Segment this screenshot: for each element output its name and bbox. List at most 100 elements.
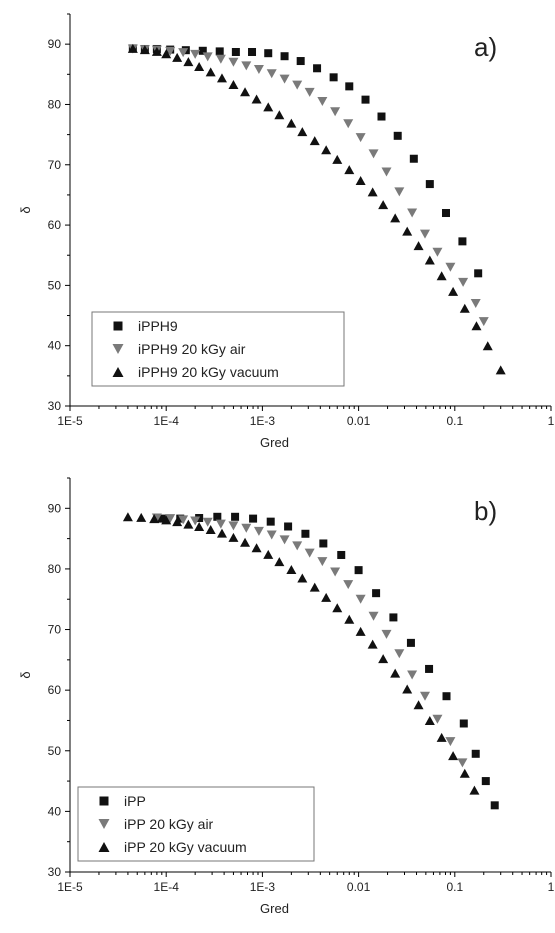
data-point bbox=[394, 187, 405, 197]
data-point bbox=[172, 52, 183, 62]
data-point bbox=[279, 74, 290, 84]
data-point bbox=[274, 557, 285, 567]
series-1 bbox=[151, 513, 468, 768]
data-point bbox=[344, 614, 355, 624]
data-point bbox=[458, 277, 469, 287]
y-tick-label: 80 bbox=[48, 562, 62, 576]
y-tick-label: 50 bbox=[48, 278, 62, 292]
legend-label: iPP 20 kGy air bbox=[124, 816, 214, 832]
data-point bbox=[329, 73, 338, 82]
data-point bbox=[215, 47, 224, 56]
data-point bbox=[280, 52, 289, 61]
data-point bbox=[190, 516, 201, 526]
legend: iPPH9 iPPH9 20 kGy air iPPH9 20 kGy vacuum bbox=[91, 311, 345, 387]
x-tick-label: 1E-5 bbox=[57, 880, 83, 894]
data-point bbox=[266, 69, 277, 79]
data-point bbox=[161, 515, 172, 525]
data-point bbox=[490, 801, 499, 810]
data-point bbox=[457, 758, 468, 768]
y-tick-label: 30 bbox=[48, 865, 62, 879]
data-point bbox=[202, 52, 213, 62]
data-point bbox=[354, 566, 363, 575]
data-point bbox=[441, 209, 450, 218]
data-point bbox=[264, 49, 273, 58]
x-tick-label: 0.01 bbox=[347, 880, 371, 894]
data-point bbox=[284, 522, 293, 531]
y-tick-label: 60 bbox=[48, 218, 62, 232]
data-point bbox=[216, 528, 227, 538]
data-point bbox=[478, 317, 489, 327]
legend-box bbox=[77, 786, 315, 862]
data-point bbox=[266, 517, 275, 526]
data-point bbox=[205, 67, 216, 77]
data-point bbox=[286, 118, 297, 128]
data-point bbox=[151, 46, 162, 56]
x-axis-title: Gred bbox=[260, 435, 289, 450]
data-point bbox=[292, 80, 303, 90]
data-point bbox=[205, 525, 216, 535]
data-point bbox=[394, 649, 405, 659]
x-axis-title: Gred bbox=[260, 901, 289, 916]
y-axis-title: δ bbox=[18, 671, 33, 678]
data-point bbox=[304, 87, 315, 97]
data-point bbox=[482, 341, 493, 351]
data-point bbox=[321, 145, 332, 155]
data-point bbox=[194, 521, 205, 531]
chart-panel-b: 1E-5 1E-4 1E-3 0.01 0.1 1 30 40 50 60 70 80 90 Gred δ b… bbox=[18, 477, 555, 916]
data-point bbox=[406, 638, 415, 647]
data-point bbox=[425, 180, 434, 189]
data-point bbox=[172, 517, 183, 527]
series-2 bbox=[127, 43, 506, 375]
data-point bbox=[389, 613, 398, 622]
data-point bbox=[381, 629, 392, 639]
y-tick-label: 40 bbox=[48, 339, 62, 353]
data-point bbox=[419, 691, 430, 701]
data-point bbox=[481, 777, 490, 786]
legend-marker bbox=[113, 321, 123, 331]
chart-panel-a: 1E-5 1E-4 1E-3 0.01 0.1 1 30 40 50 60 70 80 90 Gred δ a… bbox=[18, 13, 555, 450]
data-point bbox=[368, 149, 379, 159]
data-point bbox=[402, 684, 413, 694]
x-tick-label: 1E-3 bbox=[250, 414, 276, 428]
data-point bbox=[228, 57, 239, 67]
data-point bbox=[355, 175, 366, 185]
data-point bbox=[367, 187, 378, 197]
data-point bbox=[240, 87, 251, 97]
data-point bbox=[361, 95, 370, 104]
legend-marker bbox=[112, 367, 124, 377]
data-point bbox=[241, 61, 252, 71]
panel-label: a) bbox=[474, 32, 497, 62]
data-point bbox=[432, 714, 443, 724]
data-point bbox=[390, 213, 401, 223]
y-tick-label: 90 bbox=[48, 501, 62, 515]
data-point bbox=[253, 64, 264, 74]
data-point bbox=[381, 167, 392, 177]
data-point bbox=[178, 515, 189, 525]
data-point bbox=[297, 573, 308, 583]
data-point bbox=[337, 550, 346, 559]
legend: iPP iPP 20 kGy air iPP 20 kGy vacuum bbox=[77, 786, 315, 862]
legend-marker bbox=[98, 842, 110, 852]
data-point bbox=[407, 208, 418, 218]
series-2 bbox=[122, 512, 480, 795]
data-point bbox=[248, 47, 257, 56]
data-point bbox=[413, 241, 424, 251]
x-tick-label: 0.1 bbox=[446, 880, 463, 894]
data-point bbox=[367, 639, 378, 649]
data-point bbox=[296, 57, 305, 66]
data-point bbox=[377, 112, 386, 121]
data-point bbox=[194, 61, 205, 71]
data-point bbox=[190, 49, 201, 59]
data-point bbox=[309, 582, 320, 592]
data-point bbox=[279, 535, 290, 545]
data-point bbox=[344, 165, 355, 175]
data-point bbox=[445, 262, 456, 272]
data-point bbox=[297, 127, 308, 137]
data-point bbox=[445, 737, 456, 747]
data-point bbox=[231, 47, 240, 56]
data-point bbox=[240, 537, 251, 547]
data-point bbox=[241, 523, 252, 533]
series-1 bbox=[127, 44, 489, 327]
series-0 bbox=[128, 44, 483, 278]
